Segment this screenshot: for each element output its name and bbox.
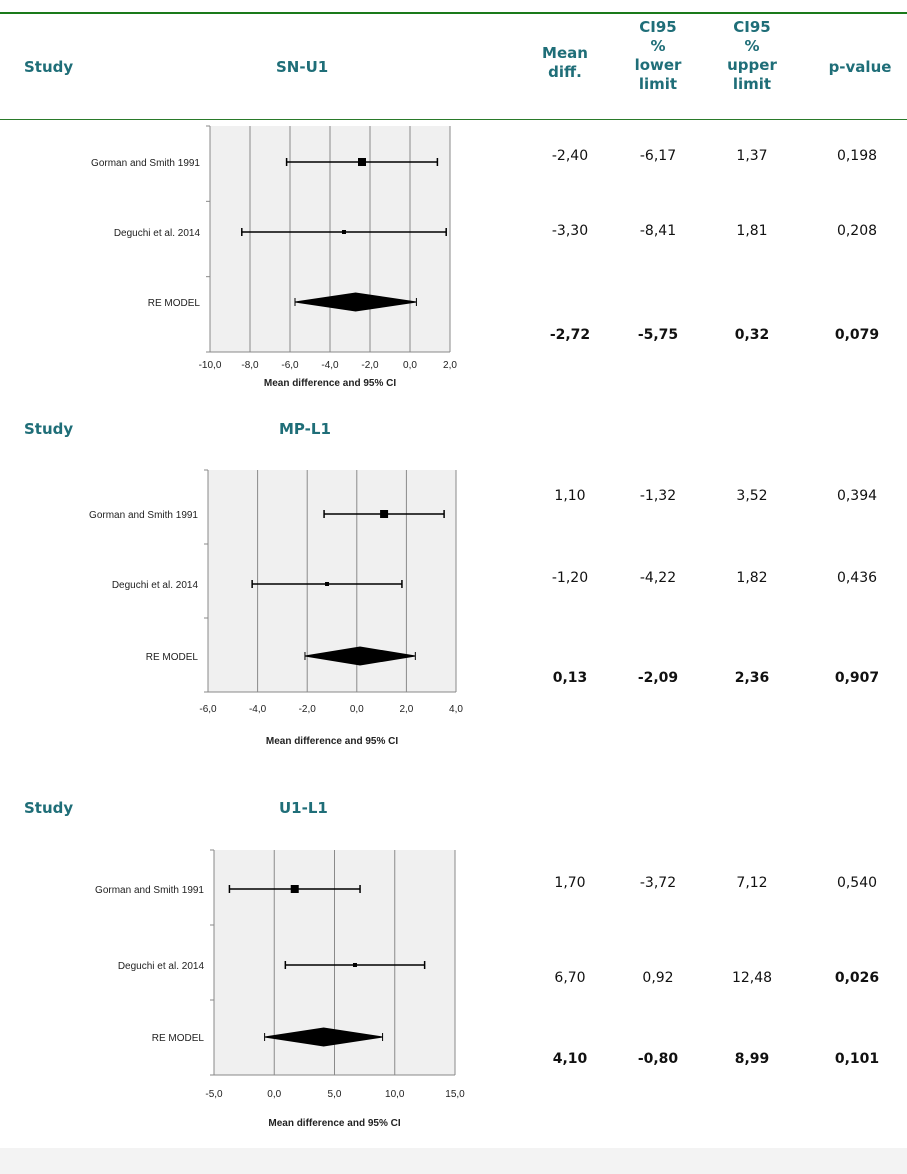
x-tick-label: 0,0 (267, 1089, 281, 1100)
ci-lower-cell: -2,09 (637, 670, 679, 686)
pooled-name: RE MODEL (148, 298, 201, 309)
study-name: Deguchi et al. 2014 (112, 580, 199, 591)
x-tick-label: -8,0 (241, 360, 259, 371)
header-ci-lower-line1: CI95 (639, 18, 677, 36)
x-tick-label: 4,0 (449, 704, 463, 715)
header-rule (0, 119, 907, 120)
x-tick-label: -2,0 (361, 360, 379, 371)
mean-diff-cell: -2,40 (551, 148, 589, 164)
study-name: Gorman and Smith 1991 (95, 885, 204, 896)
p-value-cell: 0,026 (834, 970, 880, 986)
header-section-title: SN-U1 (276, 58, 329, 76)
ci-upper-cell: 1,81 (736, 223, 768, 239)
point-estimate (380, 510, 389, 518)
x-tick-label: -2,0 (299, 704, 317, 715)
section-3-study-label: Study (24, 799, 74, 817)
header-ci-upper-line4: limit (732, 75, 772, 93)
pooled-name: RE MODEL (152, 1033, 205, 1044)
header-mean-diff-line2: diff. (548, 63, 582, 81)
ci-lower-cell: -4,22 (639, 570, 677, 586)
x-tick-label: -4,0 (321, 360, 339, 371)
ci-upper-cell: 3,52 (736, 488, 768, 504)
p-value-cell: 0,394 (836, 488, 878, 504)
ci-lower-cell: -5,75 (637, 327, 679, 343)
header-study: Study (24, 58, 74, 76)
mean-diff-cell: 1,10 (554, 488, 586, 504)
p-value-cell: 0,198 (836, 148, 878, 164)
p-value-cell: 0,540 (836, 875, 878, 891)
section-3-title: U1-L1 (279, 799, 328, 817)
forest-plot-u1-l1: -5,0 0,0 5,0 10,0 15,0 Mean difference and 95… (95, 849, 465, 1129)
header-ci-upper-line2: % (744, 37, 760, 55)
p-value-cell: 0,907 (834, 670, 880, 686)
point-estimate (325, 582, 330, 586)
header-ci-upper-line1: CI95 (733, 18, 771, 36)
x-tick-label: 2,0 (399, 704, 413, 715)
p-value-cell: 0,079 (834, 327, 880, 343)
header-ci-lower-line4: limit (638, 75, 678, 93)
section-2-title: MP-L1 (279, 420, 331, 438)
forest-plot-sn-u1: -10,0 -8,0 -6,0 -4,0 -2,0 0,0 2,0 Mean differen… (91, 125, 457, 389)
bottom-band (0, 1148, 907, 1174)
ci-lower-cell: -8,41 (639, 223, 677, 239)
pooled-name: RE MODEL (146, 652, 199, 663)
ci-lower-cell: 0,92 (642, 970, 674, 986)
point-estimate (352, 963, 357, 967)
study-name: Deguchi et al. 2014 (114, 228, 201, 239)
mean-diff-cell: 6,70 (554, 970, 586, 986)
mean-diff-cell: 4,10 (552, 1051, 588, 1067)
section-2-study-label: Study (24, 420, 74, 438)
header-pvalue: p-value (828, 58, 892, 76)
ci-upper-cell: 0,32 (734, 327, 770, 343)
ci-upper-cell: 1,37 (736, 148, 768, 164)
header-ci-upper-line3: upper (727, 56, 777, 74)
point-estimate (342, 230, 346, 234)
header-ci-lower: CI95 % lower limit (618, 18, 698, 94)
x-tick-label: 0,0 (350, 704, 364, 715)
x-axis-label: Mean difference and 95% CI (266, 736, 398, 747)
ci-upper-cell: 7,12 (736, 875, 768, 891)
x-tick-label: -6,0 (281, 360, 299, 371)
header-mean-diff: Mean diff. (525, 44, 605, 82)
x-tick-label: 0,0 (403, 360, 417, 371)
ci-lower-cell: -0,80 (637, 1051, 679, 1067)
ci-lower-cell: -1,32 (639, 488, 677, 504)
ci-upper-cell: 12,48 (731, 970, 773, 986)
point-estimate (358, 158, 366, 166)
header-ci-lower-line3: lower (634, 56, 682, 74)
header-mean-diff-line1: Mean (542, 44, 588, 62)
study-name: Gorman and Smith 1991 (91, 158, 200, 169)
x-axis-label: Mean difference and 95% CI (268, 1118, 400, 1129)
x-tick-label: -6,0 (199, 704, 217, 715)
top-rule (0, 12, 907, 14)
study-name: Gorman and Smith 1991 (89, 510, 198, 521)
x-tick-label: 10,0 (385, 1089, 405, 1100)
x-tick-label: 2,0 (443, 360, 457, 371)
ci-upper-cell: 8,99 (734, 1051, 770, 1067)
ci-lower-cell: -6,17 (639, 148, 677, 164)
x-tick-label: 15,0 (445, 1089, 465, 1100)
p-value-cell: 0,436 (836, 570, 878, 586)
mean-diff-cell: -2,72 (549, 327, 591, 343)
mean-diff-cell: 0,13 (552, 670, 588, 686)
study-name: Deguchi et al. 2014 (118, 961, 205, 972)
x-axis-label: Mean difference and 95% CI (264, 378, 396, 389)
header-ci-upper: CI95 % upper limit (712, 18, 792, 94)
ci-upper-cell: 1,82 (736, 570, 768, 586)
mean-diff-cell: -1,20 (551, 570, 589, 586)
point-estimate (290, 885, 299, 893)
ci-upper-cell: 2,36 (734, 670, 770, 686)
p-value-cell: 0,208 (836, 223, 878, 239)
mean-diff-cell: -3,30 (551, 223, 589, 239)
p-value-cell: 0,101 (834, 1051, 880, 1067)
forest-plot-mp-l1: -6,0 -4,0 -2,0 0,0 2,0 4,0 Mean difference and… (89, 469, 463, 747)
header-ci-lower-line2: % (650, 37, 666, 55)
ci-lower-cell: -3,72 (639, 875, 677, 891)
x-tick-label: 5,0 (328, 1089, 342, 1100)
mean-diff-cell: 1,70 (554, 875, 586, 891)
x-tick-label: -4,0 (249, 704, 267, 715)
x-tick-label: -10,0 (199, 360, 222, 371)
x-tick-label: -5,0 (205, 1089, 223, 1100)
